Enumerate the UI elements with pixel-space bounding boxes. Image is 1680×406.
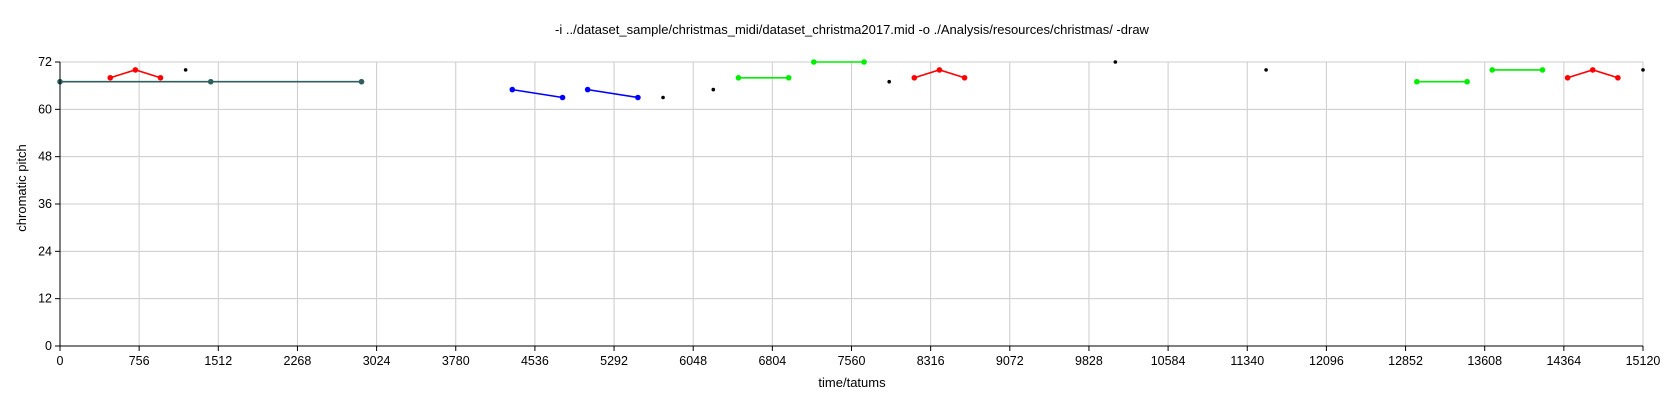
isolated-point	[711, 87, 716, 92]
x-tick-label: 3024	[363, 354, 391, 368]
series-4	[735, 74, 792, 81]
series-point	[559, 94, 566, 101]
series-point	[584, 86, 591, 93]
x-tick-label: 13608	[1467, 354, 1502, 368]
series-point	[861, 59, 867, 65]
series-point	[635, 94, 641, 101]
isolated-point	[1641, 68, 1645, 72]
series-point	[207, 78, 214, 85]
series-layer	[57, 59, 1621, 101]
series-2	[509, 86, 566, 101]
y-axis-label: chromatic pitch	[14, 144, 29, 231]
series-point	[1489, 67, 1496, 73]
x-tick-label: 2268	[284, 354, 312, 368]
x-tick-label: 8316	[917, 354, 945, 368]
series-point	[1539, 67, 1546, 73]
x-tick-label: 12096	[1309, 354, 1344, 368]
y-tick-label: 36	[38, 197, 52, 211]
series-line	[512, 88, 563, 99]
x-tick-label: 5292	[600, 354, 628, 368]
y-tick-label: 12	[38, 292, 52, 306]
isolated-point	[1264, 68, 1268, 72]
series-point	[1414, 78, 1420, 85]
x-tick-label: 7560	[838, 354, 866, 368]
x-tick-label: 15120	[1626, 354, 1661, 368]
series-0	[57, 78, 365, 85]
x-axis-label: time/tatums	[818, 375, 886, 390]
x-tick-label: 12852	[1388, 354, 1423, 368]
series-point	[1615, 74, 1621, 81]
series-point	[1464, 78, 1470, 85]
series-point	[132, 67, 139, 73]
series-9	[1564, 67, 1621, 81]
series-point	[1589, 67, 1596, 73]
x-tick-label: 756	[129, 354, 150, 368]
x-tick-label: 11340	[1230, 354, 1264, 368]
isolated-point	[183, 68, 188, 72]
chart-title: -i ../dataset_sample/christmas_midi/data…	[555, 22, 1149, 37]
series-5	[811, 59, 867, 65]
series-point	[1564, 74, 1571, 81]
series-point	[936, 67, 943, 73]
series-point	[358, 78, 365, 85]
isolated-point	[661, 95, 665, 100]
isolated-points	[183, 60, 1645, 100]
isolated-point	[887, 79, 891, 84]
x-tick-label: 6804	[758, 354, 786, 368]
x-tick-label: 6048	[679, 354, 707, 368]
y-tick-label: 72	[38, 55, 52, 69]
series-6	[911, 67, 968, 81]
series-7	[1414, 78, 1470, 85]
series-8	[1489, 67, 1546, 73]
x-tick-label: 0	[57, 354, 64, 368]
x-tick-label: 3780	[442, 354, 470, 368]
series-3	[584, 86, 641, 101]
series-point	[107, 74, 114, 81]
series-point	[961, 74, 968, 81]
series-point	[785, 74, 792, 81]
x-tick-label: 9828	[1075, 354, 1103, 368]
series-line	[587, 88, 639, 99]
x-tick-label: 9072	[996, 354, 1024, 368]
x-tick-label: 1512	[204, 354, 232, 368]
y-tick-label: 60	[38, 102, 52, 116]
series-point	[811, 59, 817, 65]
series-1	[107, 67, 164, 81]
y-tick-label: 48	[38, 150, 52, 164]
x-tick-label: 10584	[1151, 354, 1186, 368]
x-tick-label: 4536	[521, 354, 549, 368]
grid	[59, 61, 1644, 347]
isolated-point	[1113, 60, 1118, 64]
series-point	[509, 86, 516, 93]
x-tick-label: 14364	[1546, 354, 1581, 368]
y-tick-label: 24	[38, 244, 52, 258]
series-point	[735, 74, 742, 81]
series-point	[911, 74, 918, 81]
series-point	[157, 74, 164, 81]
axes: 0 756 1512 2268 3024 3780 4536 5292 6048 6804 7560…	[38, 55, 1660, 368]
y-tick-label: 0	[45, 339, 52, 353]
